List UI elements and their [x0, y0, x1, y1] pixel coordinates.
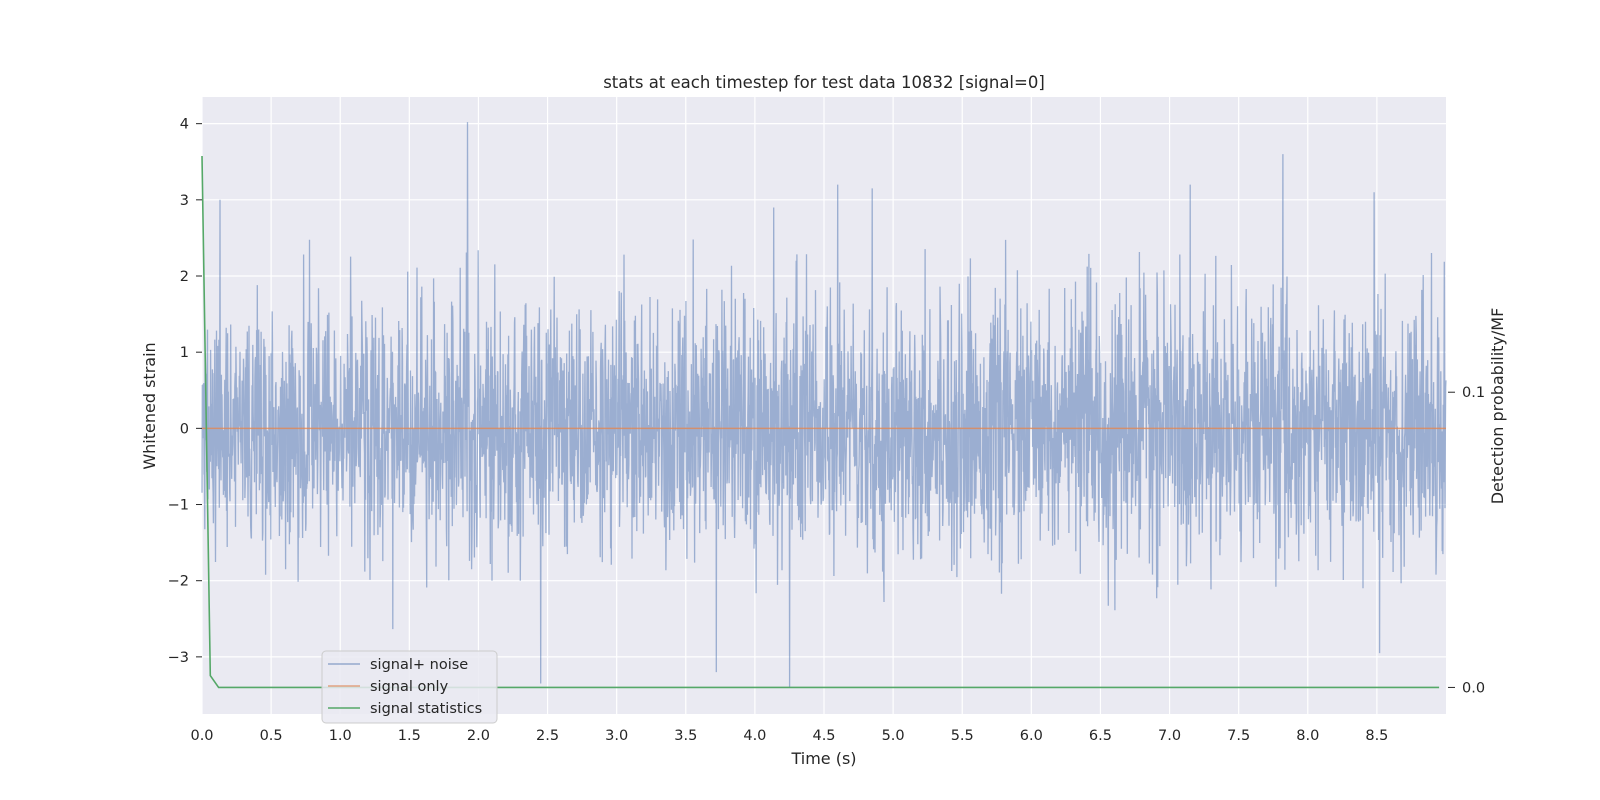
x-tick-label: 8.0: [1296, 728, 1319, 744]
y-tick-label: 4: [180, 117, 189, 133]
x-tick-label: 3.0: [605, 728, 628, 744]
legend-label-signal-statistics: signal statistics: [370, 701, 482, 717]
x-tick-label: 5.0: [882, 728, 905, 744]
x-tick-label: 3.5: [674, 728, 697, 744]
legend-label-signal-noise: signal+ noise: [370, 657, 468, 673]
y-tick-label: −3: [168, 650, 189, 666]
x-tick-label: 6.0: [1020, 728, 1043, 744]
x-tick-label: 5.5: [951, 728, 974, 744]
y-tick-label: 3: [180, 193, 189, 209]
x-axis-label: Time (s): [790, 749, 856, 768]
y-tick-label: 0: [180, 421, 189, 437]
series-signal-noise: [201, 122, 1447, 688]
chart-title: stats at each timestep for test data 108…: [603, 73, 1045, 92]
right-y-axis-label: Detection probability/MF: [1488, 308, 1507, 505]
y-tick-label: 1: [180, 345, 189, 361]
x-tick-label: 4.5: [812, 728, 835, 744]
x-tick-label: 1.5: [398, 728, 421, 744]
y-axis-label: Whitened strain: [140, 342, 159, 469]
y-axis-ticks: −3 −2 −1 0 1 2 3 4: [168, 117, 202, 666]
legend-box: [321, 650, 498, 724]
y-tick-label: −2: [168, 574, 189, 590]
signal-noise-line: [201, 122, 1447, 688]
x-tick-label: 7.0: [1158, 728, 1181, 744]
right-y-tick-label: 0.1: [1462, 385, 1485, 401]
legend-label-signal-only: signal only: [370, 679, 449, 695]
x-tick-label: 6.5: [1089, 728, 1112, 744]
x-tick-label: 0.0: [190, 728, 213, 744]
y-tick-label: −1: [168, 498, 189, 514]
x-tick-label: 2.0: [467, 728, 490, 744]
series-signal-statistics: [201, 155, 1440, 689]
x-tick-label: 4.0: [743, 728, 766, 744]
x-axis-ticks: 0.0 0.5 1.0 1.5 2.0 2.5 3.0 3.5 4.0 4.5 5.0 5.5 6.0 6…: [190, 728, 1388, 744]
signal-statistics-line: [201, 155, 1440, 689]
y-tick-label: 2: [180, 269, 189, 285]
right-y-tick-label: 0.0: [1462, 680, 1485, 696]
x-tick-label: 0.5: [260, 728, 283, 744]
x-tick-label: 7.5: [1227, 728, 1250, 744]
x-tick-label: 8.5: [1365, 728, 1388, 744]
legend: signal+ noise signal only signal statist…: [321, 650, 498, 724]
x-tick-label: 1.0: [329, 728, 352, 744]
x-tick-label: 2.5: [536, 728, 559, 744]
right-y-axis-ticks: 0.0 0.1: [1448, 385, 1485, 696]
